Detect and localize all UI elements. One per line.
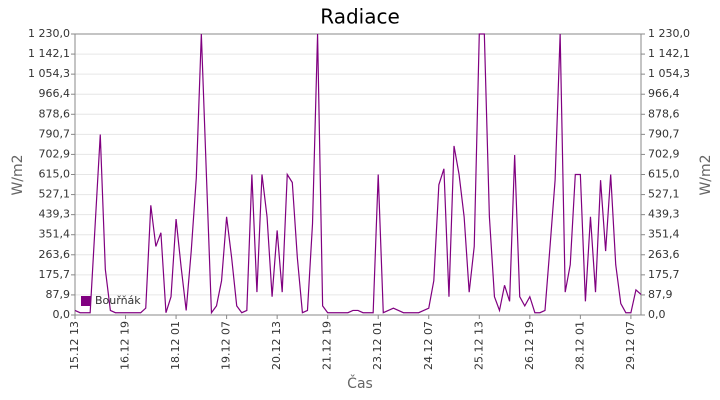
y-tick-label: 87,9	[46, 288, 71, 301]
x-tick-label: 25.12 13	[472, 321, 485, 370]
y2-tick-label: 1 054,3	[648, 67, 690, 80]
y2-tick-label: 0,0	[648, 308, 666, 321]
y-tick-label: 966,4	[39, 87, 71, 100]
x-tick-label: 23.12 01	[371, 321, 384, 370]
y-tick-label: 175,7	[39, 268, 71, 281]
y-tick-label: 527,1	[39, 188, 71, 201]
line	[74, 33, 642, 315]
x-tick-label: 24.12 07	[422, 321, 435, 370]
y2-tick-label: 87,9	[648, 288, 673, 301]
legend-label: Bouřňák	[95, 294, 141, 307]
y2-tick-label: 702,9	[648, 147, 680, 160]
x-tick-label: 15.12 13	[68, 321, 81, 370]
x-tick-label: 21.12 19	[321, 321, 334, 370]
plot-frame	[74, 33, 642, 316]
y-axis-label: W/m2	[10, 154, 26, 195]
y-tick-label: 1 054,3	[28, 67, 70, 80]
y2-tick-label: 966,4	[648, 87, 680, 100]
y2-tick-label: 527,1	[648, 188, 680, 201]
x-tick-label: 18.12 01	[169, 321, 182, 370]
y-tick-label: 702,9	[39, 147, 71, 160]
y2-tick-label: 263,6	[648, 248, 680, 261]
y-tick-label: 0,0	[53, 308, 71, 321]
y2-tick-label: 439,3	[648, 208, 680, 221]
y2-axis-label: W/m2	[698, 154, 714, 195]
y-tick-label: 790,7	[39, 127, 71, 140]
legend-swatch	[81, 296, 91, 306]
y2-tick-label: 1 142,1	[648, 47, 690, 60]
y2-tick-label: 615,0	[648, 168, 680, 181]
y-tick-label: 439,3	[39, 208, 71, 221]
x-tick-label: 16.12 19	[119, 321, 132, 370]
y-tick-label: 878,6	[39, 107, 71, 120]
x-axis-label: Čas	[347, 374, 373, 392]
y-tick-label: 1 230,0	[28, 27, 70, 40]
x-tick-label: 28.12 01	[573, 321, 586, 370]
y2-tick-label: 878,6	[648, 107, 680, 120]
y2-tick-label: 351,4	[648, 228, 680, 241]
y2-tick-label: 175,7	[648, 268, 680, 281]
y2-tick-label: 1 230,0	[648, 27, 690, 40]
chart-title: Radiace	[320, 5, 400, 29]
y-tick-label: 615,0	[39, 168, 71, 181]
x-tick-label: 19.12 07	[220, 321, 233, 370]
y-tick-label: 1 142,1	[28, 47, 70, 60]
y-tick-label: 351,4	[39, 228, 71, 241]
x-tick-label: 29.12 07	[624, 321, 637, 370]
y2-tick-label: 790,7	[648, 127, 680, 140]
x-tick-label: 26.12 19	[523, 321, 536, 370]
x-tick-label: 20.12 13	[270, 321, 283, 370]
y-tick-label: 263,6	[39, 248, 71, 261]
